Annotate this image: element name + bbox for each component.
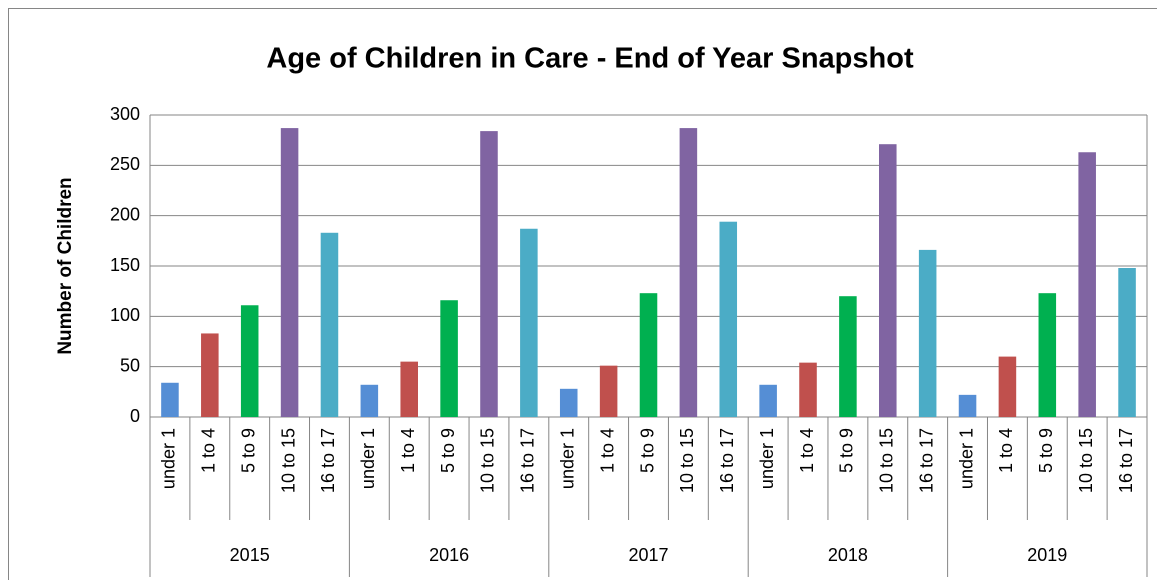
y-tick-label: 300 (110, 104, 140, 124)
x-tick-label: 10 to 15 (677, 428, 697, 493)
chart-border (8, 8, 1157, 580)
x-tick-label: 1 to 4 (398, 428, 418, 473)
x-tick-label: 16 to 17 (518, 428, 538, 493)
x-tick-label: 16 to 17 (1116, 428, 1136, 493)
x-tick-label: 5 to 9 (238, 428, 258, 473)
x-group-label: 2016 (429, 545, 469, 565)
x-tick-label: under 1 (358, 428, 378, 489)
bar (799, 362, 817, 417)
x-tick-label: 10 to 15 (877, 428, 897, 493)
x-tick-label: 16 to 17 (717, 428, 737, 493)
x-group-label: 2019 (1027, 545, 1067, 565)
y-tick-label: 150 (110, 255, 140, 275)
x-tick-label: 1 to 4 (199, 428, 219, 473)
x-tick-label: 10 to 15 (1076, 428, 1096, 493)
x-tick-label: 10 to 15 (478, 428, 498, 493)
x-tick-label: under 1 (757, 428, 777, 489)
y-tick-label: 100 (110, 305, 140, 325)
bar (1078, 152, 1096, 417)
x-group-label: 2017 (628, 545, 668, 565)
bar (599, 365, 618, 417)
bar (161, 382, 179, 417)
bar (320, 232, 339, 417)
bar (918, 249, 937, 417)
x-tick-label: 16 to 17 (916, 428, 936, 493)
x-group-label: 2015 (230, 545, 270, 565)
x-tick-label: 5 to 9 (1036, 428, 1056, 473)
x-tick-label: 5 to 9 (637, 428, 657, 473)
bar (400, 361, 418, 417)
x-tick-label: 5 to 9 (438, 428, 458, 473)
bar (879, 144, 897, 417)
bar (440, 300, 458, 417)
bar (839, 296, 857, 417)
bar (480, 131, 498, 417)
bar (639, 293, 658, 417)
y-axis-label: Number of Children (55, 177, 76, 354)
bar (201, 333, 219, 417)
bar (360, 384, 379, 417)
bar (280, 128, 299, 417)
y-tick-label: 50 (120, 355, 140, 375)
bar (998, 356, 1017, 417)
y-tick-label: 200 (110, 204, 140, 224)
bar (559, 388, 578, 417)
bar (520, 228, 538, 417)
chart-title: Age of Children in Care - End of Year Sn… (266, 43, 914, 75)
x-tick-label: 1 to 4 (996, 428, 1016, 473)
x-tick-label: 5 to 9 (837, 428, 857, 473)
bar (1038, 293, 1057, 417)
bar (759, 384, 777, 417)
bar (679, 128, 698, 417)
bar (240, 305, 259, 417)
x-group-label: 2018 (828, 545, 868, 565)
x-tick-label: under 1 (956, 428, 976, 489)
x-tick-label: 1 to 4 (797, 428, 817, 473)
bar (958, 394, 977, 417)
bar (1118, 268, 1136, 417)
x-tick-label: 16 to 17 (318, 428, 338, 493)
bar (719, 221, 738, 417)
x-tick-label: 1 to 4 (597, 428, 617, 473)
y-tick-label: 250 (110, 154, 140, 174)
x-tick-label: 10 to 15 (278, 428, 298, 493)
x-tick-label: under 1 (557, 428, 577, 489)
y-tick-label: 0 (130, 406, 140, 426)
x-tick-label: under 1 (159, 428, 179, 489)
